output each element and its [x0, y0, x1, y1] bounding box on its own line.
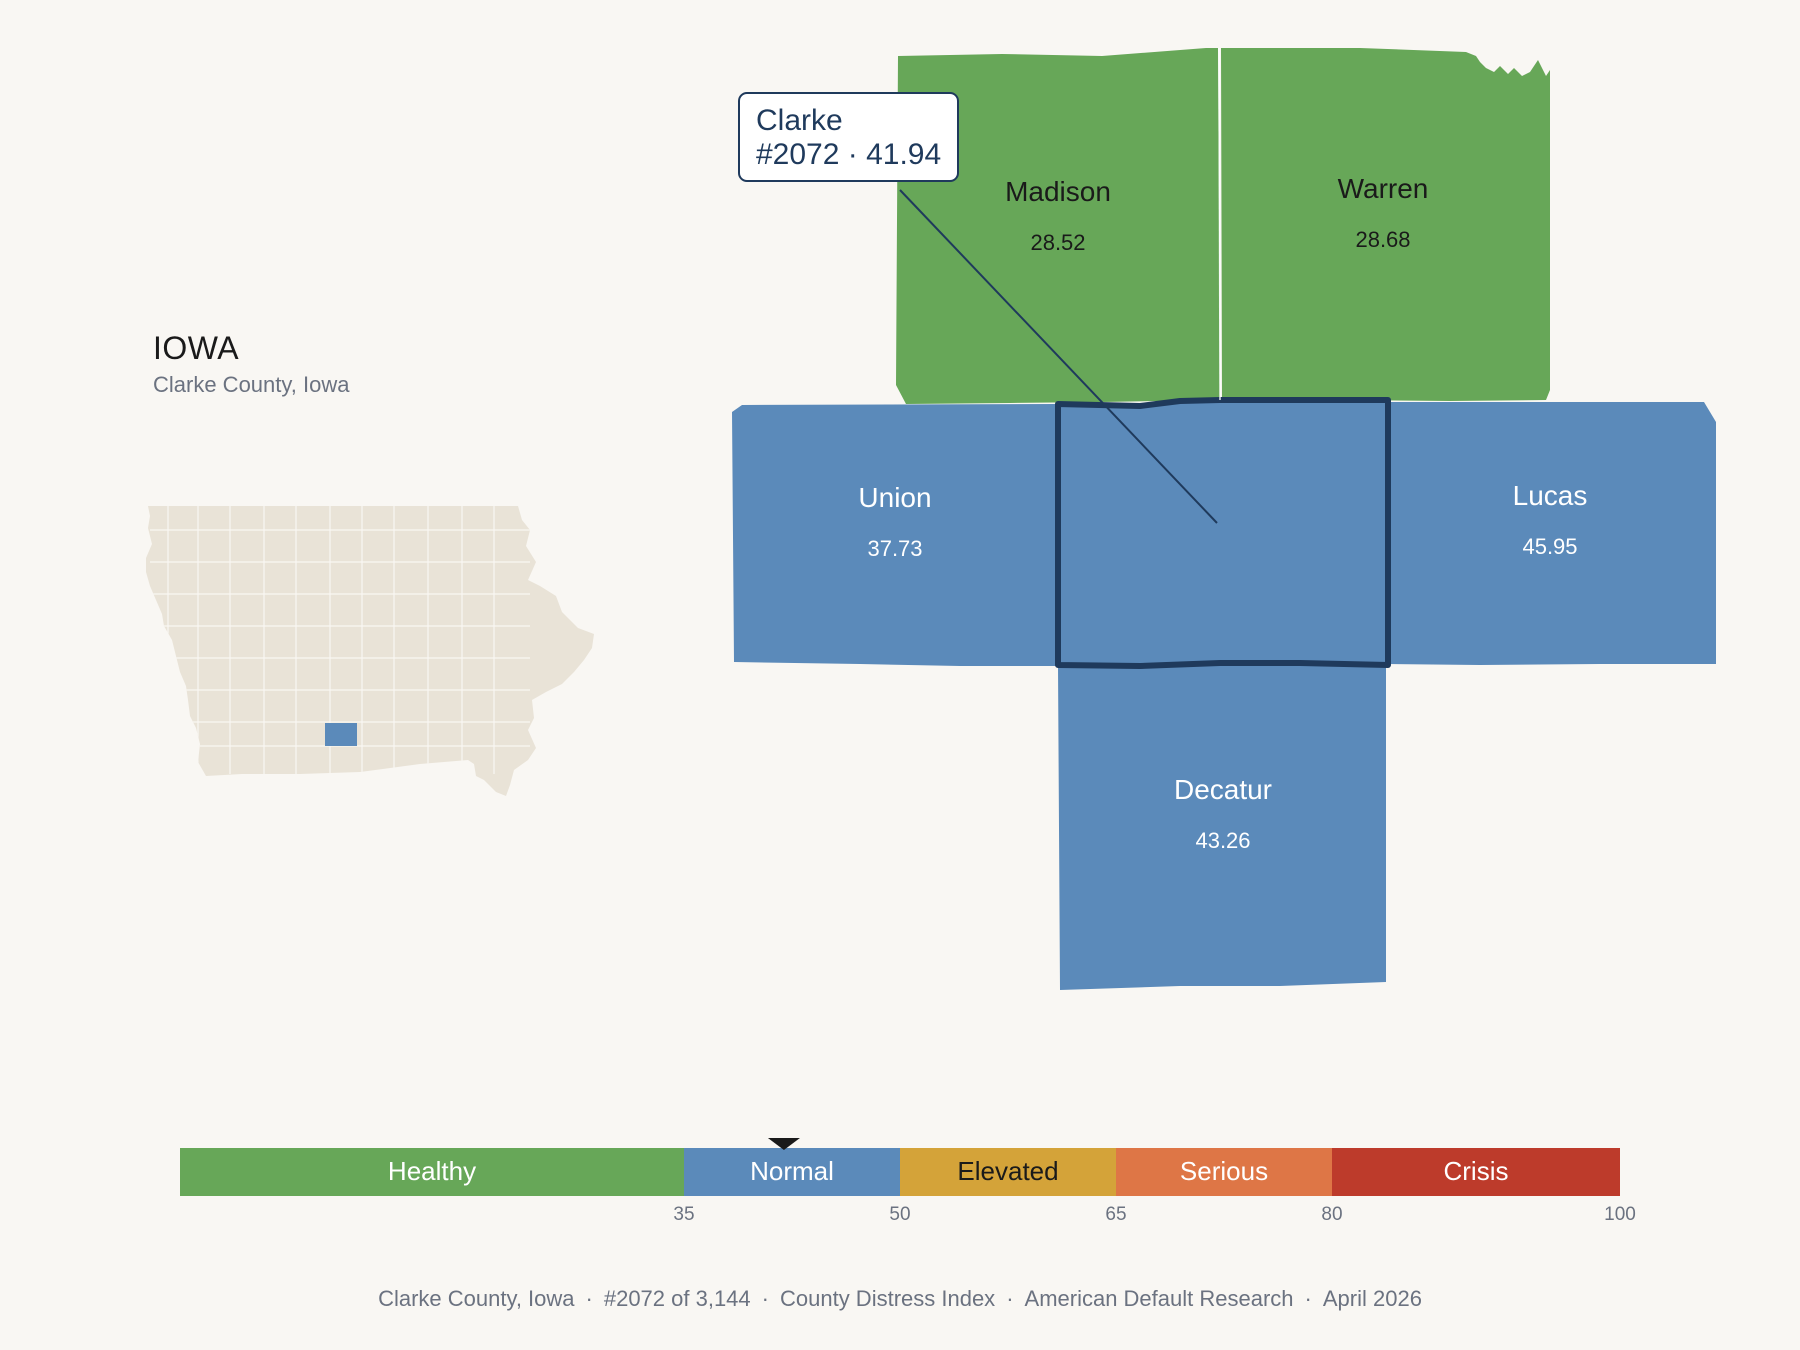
state-locator-map — [146, 506, 594, 796]
county-clarke[interactable] — [1055, 397, 1391, 669]
county-value-lucas: 45.95 — [1522, 534, 1577, 559]
footer-source: American Default Research — [1024, 1286, 1294, 1311]
legend-tick-label: 35 — [673, 1204, 694, 1225]
county-label-warren: Warren — [1338, 173, 1429, 204]
county-label-union: Union — [858, 482, 931, 513]
state-subtitle: Clarke County, Iowa — [153, 372, 350, 397]
county-decatur[interactable] — [1058, 664, 1386, 990]
legend-scale-bar: Healthy Normal Elevated Serious Crisis 35 50 65… — [180, 1138, 1636, 1225]
footer-date: April 2026 — [1322, 1286, 1422, 1311]
clarke-locator-highlight — [325, 723, 357, 746]
callout-leader-line — [899, 189, 1218, 524]
legend-segment-elevated — [900, 1148, 1116, 1196]
legend-label-healthy: Healthy — [388, 1156, 476, 1186]
county-label-decatur: Decatur — [1174, 774, 1272, 805]
legend-label-elevated: Elevated — [957, 1156, 1058, 1186]
footer-location: Clarke County, Iowa — [378, 1286, 575, 1311]
legend-tick-label: 100 — [1604, 1204, 1636, 1225]
county-lucas[interactable] — [1386, 402, 1716, 665]
footer-separator: · — [585, 1286, 593, 1311]
legend-tick-label: 80 — [1321, 1204, 1342, 1225]
legend-segment-serious — [1116, 1148, 1332, 1196]
legend-tick-label: 50 — [889, 1204, 910, 1225]
county-union[interactable] — [732, 404, 1058, 666]
county-value-decatur: 43.26 — [1195, 828, 1250, 853]
legend-segment-crisis — [1332, 1148, 1620, 1196]
legend-label-normal: Normal — [750, 1156, 834, 1186]
state-outline — [146, 506, 594, 796]
county-label-lucas: Lucas — [1513, 480, 1588, 511]
legend-tick-label: 65 — [1105, 1204, 1126, 1225]
footer-separator: · — [1304, 1286, 1312, 1311]
county-value-warren: 28.68 — [1355, 227, 1410, 252]
footer-separator: · — [761, 1286, 769, 1311]
footer-index-name: County Distress Index — [779, 1286, 996, 1311]
state-title: IOWA — [153, 330, 240, 366]
county-callout-tooltip: Clarke #2072 · 41.94 — [738, 92, 960, 182]
legend-segment-normal — [684, 1148, 900, 1196]
county-value-union: 37.73 — [867, 536, 922, 561]
legend-segment-healthy — [180, 1148, 684, 1196]
footer: Clarke County, Iowa · #2072 of 3,144 · Count… — [0, 1286, 1800, 1312]
legend-label-serious: Serious — [1180, 1156, 1268, 1186]
county-label-madison: Madison — [1005, 176, 1111, 207]
callout-county-name: Clarke — [756, 104, 843, 137]
legend-marker-triangle — [767, 1138, 800, 1150]
county-madison[interactable] — [896, 48, 1220, 404]
footer-rank: #2072 of 3,144 — [603, 1286, 751, 1311]
callout-rank-score: #2072 · 41.94 — [756, 138, 942, 171]
legend-label-crisis: Crisis — [1444, 1156, 1509, 1186]
madison-warren-border — [1218, 47, 1221, 401]
county-value-madison: 28.52 — [1030, 230, 1085, 255]
county-warren[interactable] — [1221, 48, 1550, 401]
footer-separator: · — [1006, 1286, 1014, 1311]
